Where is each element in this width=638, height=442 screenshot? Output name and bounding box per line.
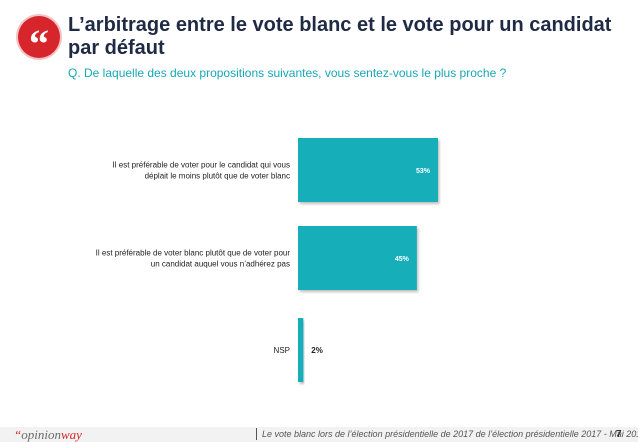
page-title: L’arbitrage entre le vote blanc et le vo… — [68, 14, 612, 59]
footer-divider — [256, 428, 257, 440]
question-subtitle: Q. De laquelle des deux propositions sui… — [68, 66, 507, 80]
value-label-1: 53% — [416, 168, 431, 175]
page-number: 7 — [616, 429, 622, 440]
bar-1 — [298, 138, 438, 202]
category-label-2: Il est préférable de voter blanc plutôt … — [96, 249, 291, 269]
bar-2 — [298, 226, 417, 290]
value-label-3: 2% — [311, 346, 323, 355]
quote-badge-icon: “ — [18, 16, 60, 64]
footer-note: Le vote blanc lors de l’élection préside… — [262, 429, 638, 439]
opinionway-logo: “opinionway — [14, 427, 82, 442]
category-label-3: NSP — [274, 346, 290, 355]
bar-3 — [298, 318, 304, 382]
value-label-2: 45% — [395, 256, 410, 263]
footer-bar — [0, 427, 638, 442]
category-label-1: Il est préférable de voter pour le candi… — [113, 161, 290, 181]
